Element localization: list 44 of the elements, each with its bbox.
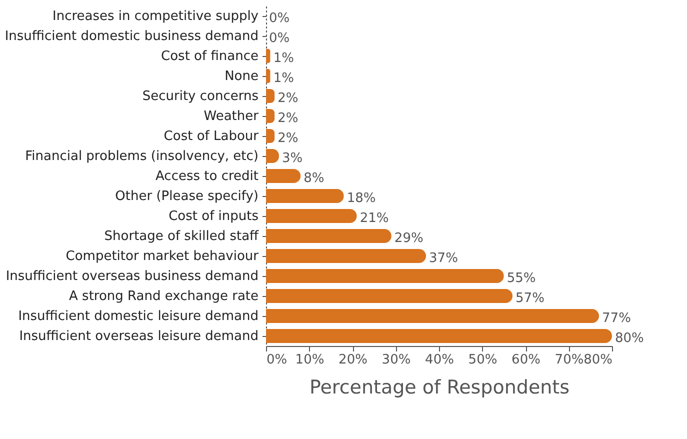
data-label: 0% xyxy=(269,11,290,26)
y-tick-label: Insufficient domestic leisure demand xyxy=(18,309,258,324)
y-tick-label: Access to credit xyxy=(156,169,258,184)
data-label: 0% xyxy=(269,31,290,46)
y-tick-label: Financial problems (insolvency, etc) xyxy=(25,149,258,164)
y-tick-label: Cost of Labour xyxy=(164,129,260,144)
x-tick-label: 10% xyxy=(295,352,324,368)
data-label: 2% xyxy=(278,131,298,146)
x-tick-label: 30% xyxy=(382,352,411,368)
data-label: 2% xyxy=(278,111,298,126)
data-label: 55% xyxy=(506,271,536,286)
y-tick-label: Security concerns xyxy=(142,89,259,104)
x-tick-label: 50% xyxy=(468,352,498,368)
data-label: 80% xyxy=(615,331,644,346)
data-label: 3% xyxy=(282,151,303,166)
y-tick-label: None xyxy=(224,69,258,84)
x-tick-label: 40% xyxy=(425,352,454,368)
data-label: 29% xyxy=(394,231,424,246)
y-tick-label: Cost of finance xyxy=(161,49,258,64)
data-label: 77% xyxy=(602,311,631,326)
y-tick-label: Insufficient overseas business demand xyxy=(6,269,258,284)
x-axis-title: Percentage of Respondents xyxy=(309,376,570,398)
data-label: 57% xyxy=(516,291,544,306)
y-tick-label: Other (Please specify) xyxy=(115,189,258,204)
x-tick-label: 70% xyxy=(554,352,584,368)
y-tick-label: Competitor market behaviour xyxy=(66,249,260,264)
y-tick-label: Insufficient overseas leisure demand xyxy=(19,329,258,344)
y-tick-label: Weather xyxy=(204,109,260,124)
data-label: 1% xyxy=(273,71,294,86)
data-label: 2% xyxy=(278,91,298,106)
data-label: 8% xyxy=(304,171,324,186)
x-tick-label: 0% xyxy=(266,352,288,368)
x-tick-label: 80% xyxy=(584,352,612,368)
y-tick-label: Increases in competitive supply xyxy=(52,9,259,24)
data-label: 18% xyxy=(346,191,376,206)
y-tick-label: Cost of inputs xyxy=(168,209,259,224)
y-tick-label: A strong Rand exchange rate xyxy=(69,289,258,304)
y-tick-label: Shortage of skilled staff xyxy=(104,229,260,244)
data-label: 21% xyxy=(360,211,389,226)
data-label: 37% xyxy=(429,251,458,266)
x-tick-label: 20% xyxy=(338,352,368,368)
y-tick-label: Insufficient domestic business demand xyxy=(4,29,258,44)
x-tick-label: 60% xyxy=(512,352,540,368)
data-label: 1% xyxy=(273,51,294,66)
